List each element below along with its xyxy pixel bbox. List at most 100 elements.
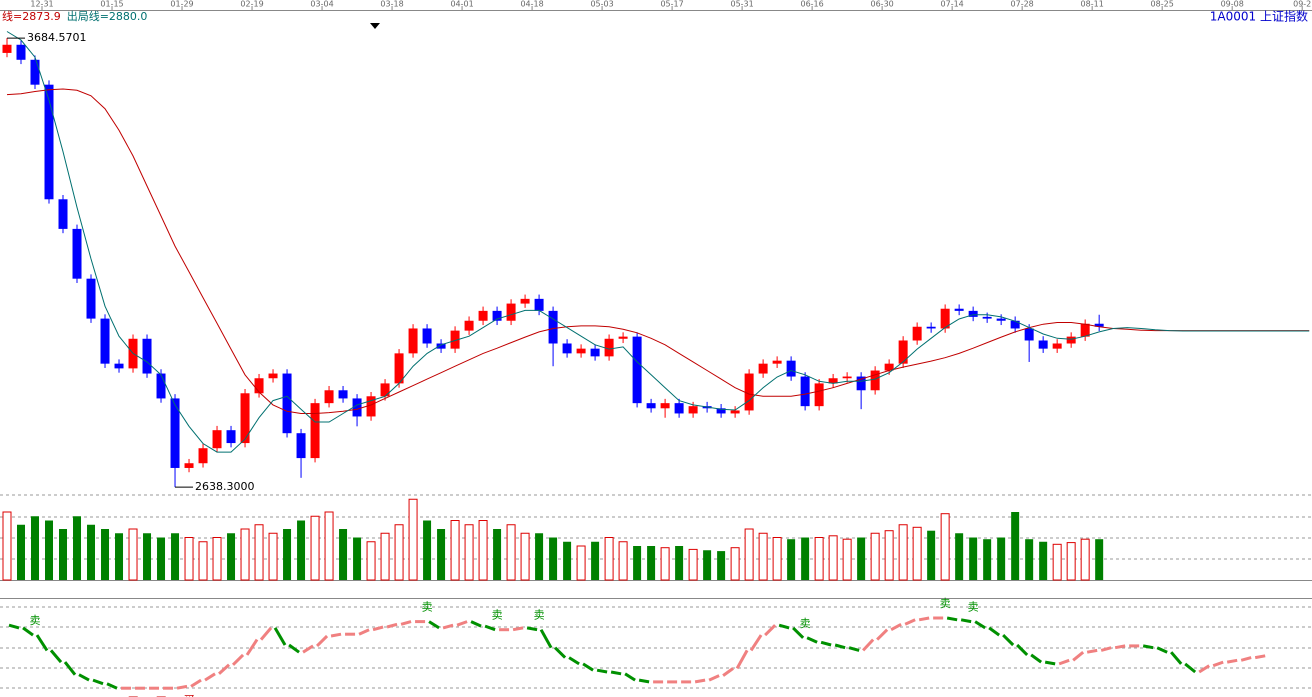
volume-bar	[884, 530, 894, 581]
indicator-segment	[190, 678, 202, 688]
candle-body	[744, 373, 754, 411]
volume-bar	[493, 529, 502, 580]
volume-bar	[758, 532, 768, 581]
volume-bar	[283, 529, 292, 580]
candle-body	[912, 326, 922, 341]
indicator-segment	[792, 626, 805, 639]
volume-bar	[478, 520, 488, 581]
dropdown-arrow[interactable]	[370, 23, 380, 29]
candle-body	[632, 336, 642, 404]
candle-body	[282, 373, 292, 434]
indicator-segment	[1254, 654, 1266, 660]
volume-bar	[464, 524, 474, 581]
volume-bar	[45, 520, 54, 580]
candle-body	[758, 363, 768, 374]
volume-bar	[157, 537, 166, 580]
candle-body	[72, 228, 82, 279]
indicator-segment	[582, 662, 594, 672]
candle-body	[86, 278, 96, 319]
volume-bar	[1025, 539, 1034, 580]
x-tick-label: 08-25	[1151, 0, 1174, 9]
x-tick-label: 09-2	[1293, 0, 1311, 9]
candle-body	[716, 408, 726, 414]
signal-label: 卖	[492, 609, 503, 622]
candle-body	[170, 398, 180, 468]
candle-body	[408, 328, 418, 354]
candle-body	[156, 373, 166, 399]
volume-bar	[675, 546, 684, 580]
volume-bar	[870, 532, 880, 581]
signal-label: 卖	[422, 601, 433, 614]
volume-bar	[1080, 538, 1090, 581]
volume-bar	[184, 537, 194, 581]
volume-bar	[857, 537, 866, 580]
candle-body	[1024, 328, 1034, 341]
candle-body	[884, 363, 894, 371]
volume-bar	[324, 511, 334, 581]
candle-body	[1094, 323, 1104, 327]
x-tick-label: 03-18	[380, 0, 403, 9]
candle-body	[828, 378, 838, 384]
candle-body	[478, 310, 488, 321]
x-tick-label: 05-31	[730, 0, 753, 9]
indicator-segment	[624, 672, 636, 682]
candle-body	[464, 320, 474, 331]
indicator-segment	[1142, 644, 1154, 650]
volume-bar	[717, 551, 726, 580]
candle-body	[1038, 340, 1048, 349]
candle-body	[590, 348, 600, 357]
candle-body	[2, 44, 12, 53]
volume-bar	[535, 533, 544, 580]
candle-body	[16, 44, 26, 60]
indicator-segment	[288, 643, 300, 654]
indicator-segment	[330, 632, 342, 638]
candle-body	[198, 448, 208, 464]
x-tick-label: 04-01	[450, 0, 473, 9]
indicator-segment	[1086, 648, 1098, 654]
signal-label: 买	[128, 695, 139, 697]
volume-bar	[366, 541, 376, 581]
indicator-segment	[204, 672, 216, 682]
x-tick-label: 05-03	[590, 0, 613, 9]
indicator-segment	[890, 622, 902, 632]
volume-bar	[660, 547, 670, 581]
candle-body	[800, 376, 810, 407]
candle-body	[968, 310, 978, 317]
indicator-segment	[1058, 658, 1070, 666]
indicator-segment	[315, 634, 329, 647]
indicator-segment	[778, 623, 790, 630]
indicator-segment	[974, 620, 986, 630]
volume-bar	[268, 532, 278, 581]
indicator-segment	[22, 626, 34, 637]
volume-bar	[591, 541, 600, 580]
volume-bar	[254, 524, 264, 581]
volume-bar	[1066, 542, 1076, 581]
indicator-segment	[1198, 664, 1210, 674]
x-tick-label: 08-11	[1081, 0, 1104, 9]
indicator-segment	[960, 618, 972, 624]
volume-bar	[940, 513, 950, 581]
indicator-segment	[539, 628, 553, 649]
volume-bar	[633, 546, 642, 580]
ma-line	[6, 31, 1310, 453]
candle-body	[226, 430, 236, 444]
candle-body	[310, 403, 320, 459]
candle-body	[996, 318, 1006, 321]
indicator-segment	[708, 674, 720, 682]
indicator-segment	[610, 670, 622, 676]
candle-body	[30, 59, 40, 85]
volume-bar	[227, 533, 236, 580]
volume-bar	[394, 524, 404, 581]
candle-body	[674, 403, 684, 414]
candle-body	[212, 430, 222, 449]
candle-body	[380, 383, 390, 397]
volume-bar	[618, 541, 628, 581]
indicator-segment	[1002, 634, 1015, 647]
volume-bar	[2, 511, 12, 581]
candle-body	[142, 338, 152, 374]
x-tick-label: 06-30	[871, 0, 894, 9]
candle-body	[870, 370, 880, 391]
indicator-segment	[988, 626, 1001, 637]
candle-body	[324, 390, 334, 404]
